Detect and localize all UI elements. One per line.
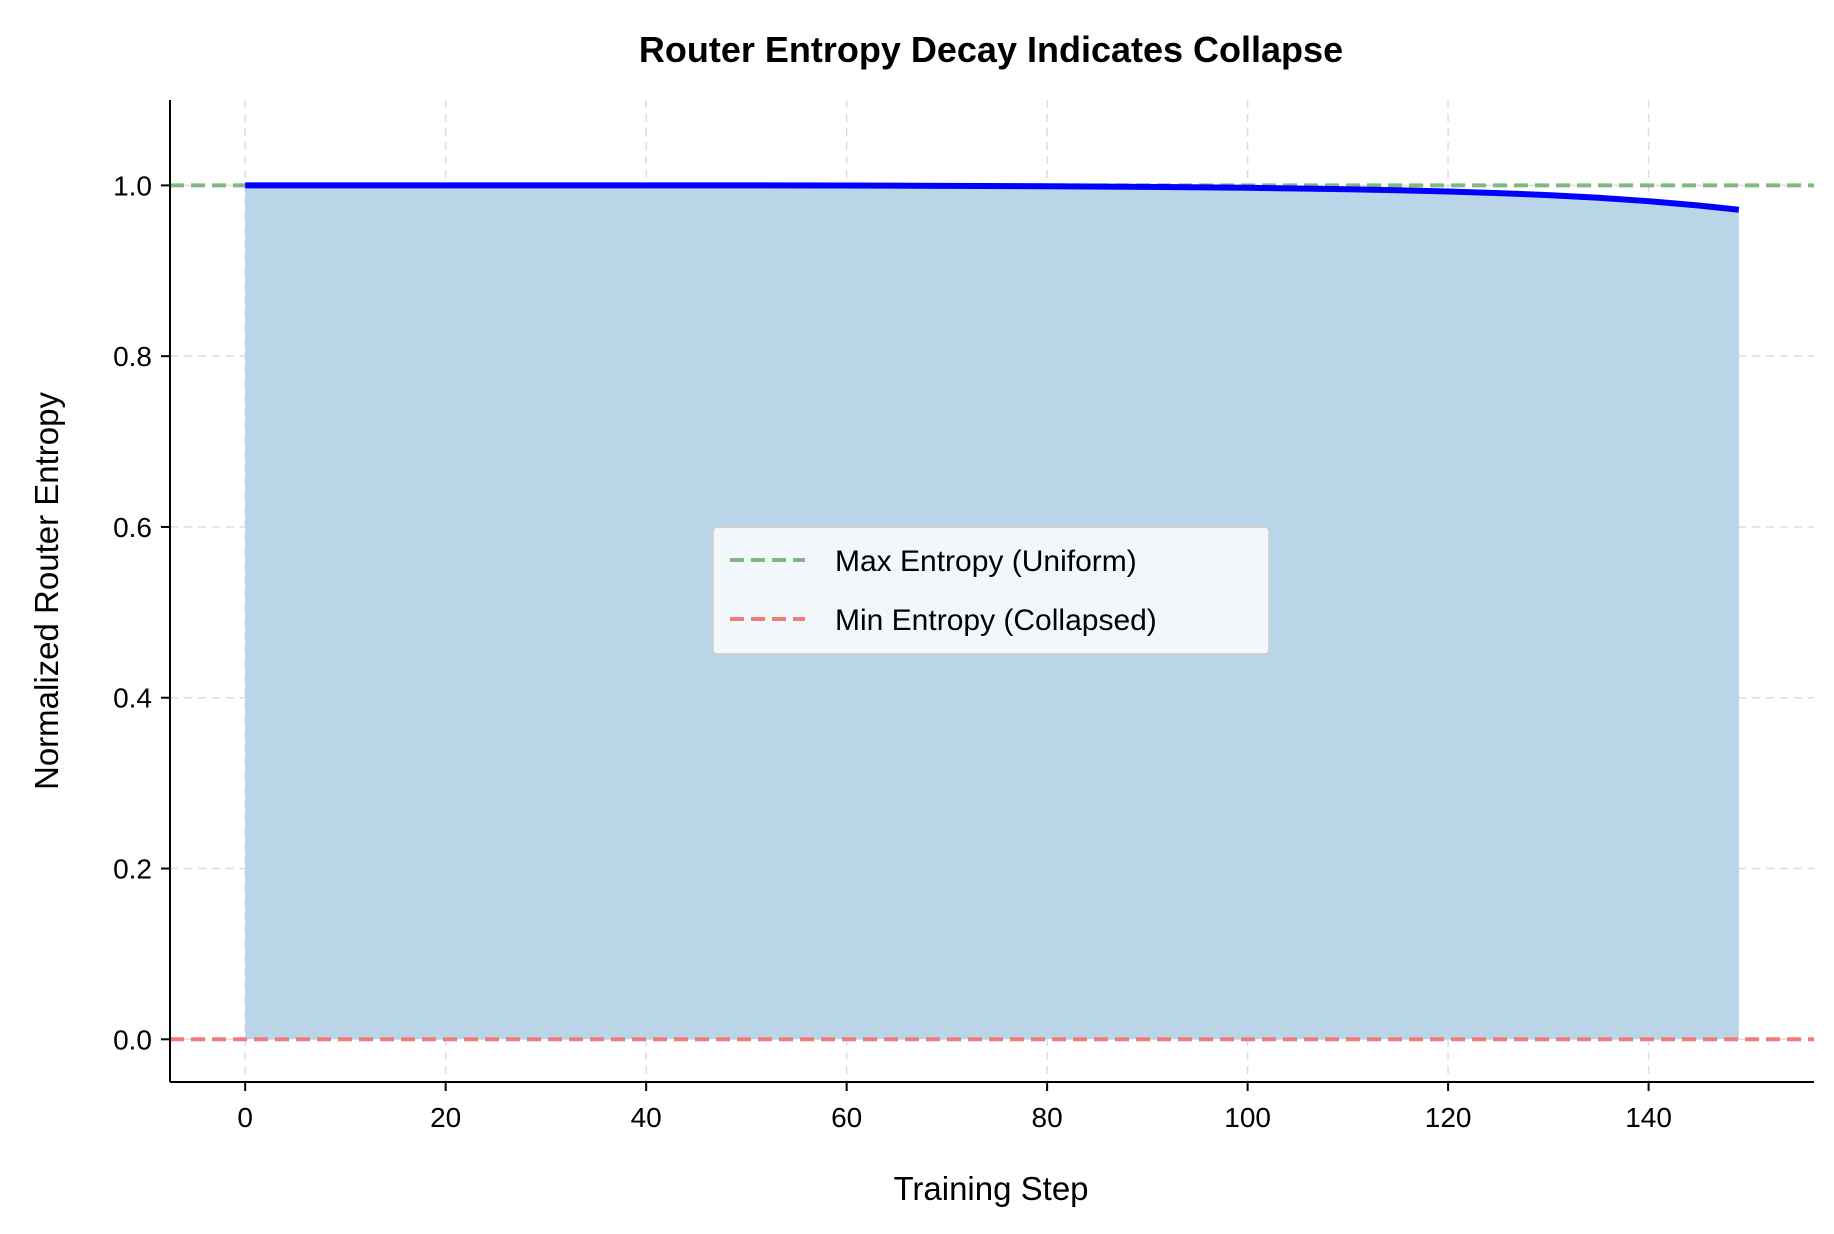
series-line-0	[245, 182, 1740, 213]
x-tick-label: 0	[237, 1102, 253, 1133]
y-axis-label: Normalized Router Entropy	[28, 392, 65, 790]
line-layer	[245, 182, 1740, 213]
x-tick-label: 120	[1425, 1102, 1472, 1133]
x-tick-label: 100	[1224, 1102, 1271, 1133]
legend: Max Entropy (Uniform) Min Entropy (Colla…	[712, 526, 1270, 655]
legend-label-max: Max Entropy (Uniform)	[835, 545, 1137, 578]
y-tick-label: 0.8	[113, 341, 152, 372]
x-axis-label: Training Step	[893, 1170, 1088, 1207]
y-tick-label: 0.0	[113, 1024, 152, 1055]
y-tick-label: 0.4	[113, 683, 152, 714]
y-tick-label: 0.2	[113, 854, 152, 885]
legend-label-min: Min Entropy (Collapsed)	[835, 604, 1157, 637]
chart-title: Router Entropy Decay Indicates Collapse	[639, 29, 1343, 70]
x-tick-label: 40	[631, 1102, 662, 1133]
axes	[169, 100, 1814, 1083]
y-tick-label: 1.0	[113, 170, 152, 201]
x-tick-label: 60	[831, 1102, 862, 1133]
x-tick-label: 140	[1625, 1102, 1672, 1133]
x-tick-label: 80	[1032, 1102, 1063, 1133]
legend-box	[712, 526, 1270, 655]
ticks: 0 20 40 60 80 100 120 140 0.0 0.2 0.4 0.6 0.8 1.0	[113, 170, 1672, 1133]
y-tick-label: 0.6	[113, 512, 152, 543]
x-tick-label: 20	[430, 1102, 461, 1133]
